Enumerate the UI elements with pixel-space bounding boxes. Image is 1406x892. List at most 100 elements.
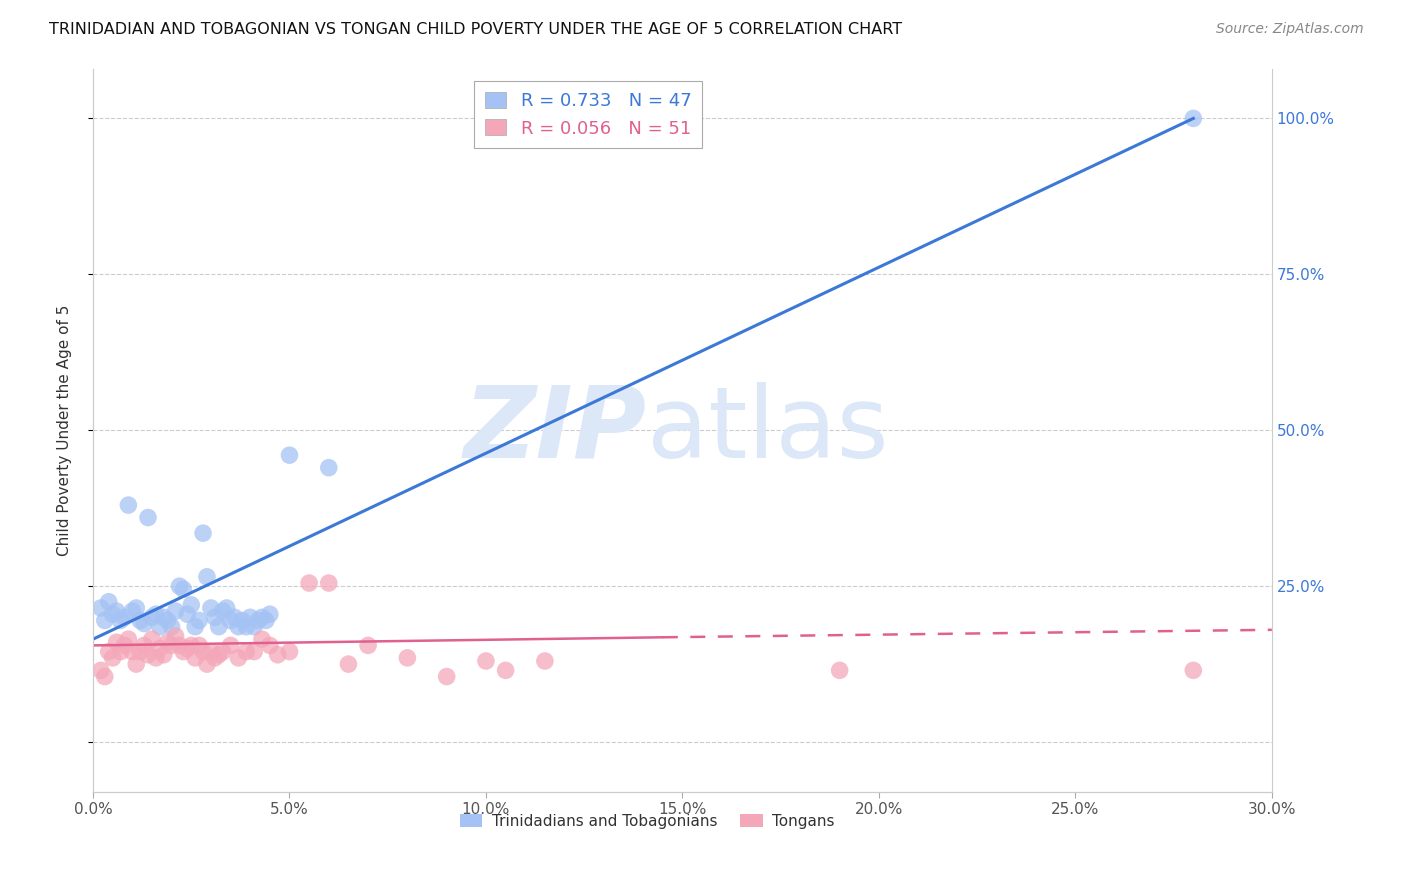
Point xyxy=(267,648,290,662)
Point xyxy=(211,604,233,618)
Point xyxy=(97,595,120,609)
Point xyxy=(534,654,557,668)
Point xyxy=(129,614,152,628)
Point xyxy=(180,598,202,612)
Point xyxy=(90,664,112,678)
Point xyxy=(1182,112,1205,126)
Text: TRINIDADIAN AND TOBAGONIAN VS TONGAN CHILD POVERTY UNDER THE AGE OF 5 CORRELATIO: TRINIDADIAN AND TOBAGONIAN VS TONGAN CHI… xyxy=(49,22,903,37)
Point xyxy=(172,645,194,659)
Point xyxy=(228,651,250,665)
Point xyxy=(114,639,136,653)
Point xyxy=(191,526,214,541)
Text: Source: ZipAtlas.com: Source: ZipAtlas.com xyxy=(1216,22,1364,37)
Point xyxy=(219,614,242,628)
Point xyxy=(94,670,117,684)
Point xyxy=(259,639,281,653)
Point xyxy=(160,639,183,653)
Point xyxy=(176,641,198,656)
Point xyxy=(90,601,112,615)
Point xyxy=(337,657,360,672)
Point xyxy=(117,632,139,647)
Point xyxy=(152,610,174,624)
Point xyxy=(169,579,191,593)
Point xyxy=(180,639,202,653)
Point xyxy=(318,460,340,475)
Point xyxy=(396,651,419,665)
Legend: Trinidadians and Tobagonians, Tongans: Trinidadians and Tobagonians, Tongans xyxy=(454,807,841,835)
Point xyxy=(169,639,191,653)
Point xyxy=(235,620,257,634)
Point xyxy=(165,629,187,643)
Point xyxy=(278,645,301,659)
Point xyxy=(141,632,163,647)
Point xyxy=(235,645,257,659)
Point xyxy=(250,610,273,624)
Point xyxy=(254,614,277,628)
Point xyxy=(204,651,226,665)
Point xyxy=(136,510,159,524)
Point xyxy=(215,601,238,615)
Point xyxy=(114,610,136,624)
Point xyxy=(247,614,270,628)
Point xyxy=(357,639,380,653)
Point xyxy=(101,607,124,622)
Text: atlas: atlas xyxy=(647,382,889,479)
Point xyxy=(97,645,120,659)
Point xyxy=(250,632,273,647)
Point xyxy=(156,635,179,649)
Point xyxy=(224,610,246,624)
Point xyxy=(259,607,281,622)
Point xyxy=(172,582,194,597)
Point xyxy=(231,614,253,628)
Point xyxy=(1182,664,1205,678)
Text: ZIP: ZIP xyxy=(464,382,647,479)
Point xyxy=(94,614,117,628)
Point xyxy=(278,448,301,462)
Point xyxy=(184,620,207,634)
Point xyxy=(145,607,167,622)
Point xyxy=(219,639,242,653)
Point xyxy=(117,498,139,512)
Point xyxy=(298,576,321,591)
Point xyxy=(105,604,128,618)
Point xyxy=(125,657,148,672)
Point xyxy=(475,654,498,668)
Point xyxy=(239,610,262,624)
Point xyxy=(141,610,163,624)
Point xyxy=(188,614,211,628)
Point xyxy=(208,648,231,662)
Point xyxy=(132,639,155,653)
Point xyxy=(188,639,211,653)
Y-axis label: Child Poverty Under the Age of 5: Child Poverty Under the Age of 5 xyxy=(58,304,72,556)
Point xyxy=(149,620,172,634)
Point xyxy=(152,648,174,662)
Point xyxy=(200,601,222,615)
Point xyxy=(125,601,148,615)
Point xyxy=(165,604,187,618)
Point xyxy=(436,670,458,684)
Point xyxy=(184,651,207,665)
Point xyxy=(828,664,851,678)
Point xyxy=(149,641,172,656)
Point xyxy=(160,620,183,634)
Point xyxy=(121,604,143,618)
Point xyxy=(228,620,250,634)
Point xyxy=(195,570,218,584)
Point xyxy=(200,645,222,659)
Point xyxy=(176,607,198,622)
Point xyxy=(121,645,143,659)
Point xyxy=(195,657,218,672)
Point xyxy=(110,645,132,659)
Point xyxy=(136,648,159,662)
Point xyxy=(208,620,231,634)
Point xyxy=(243,620,266,634)
Point xyxy=(204,610,226,624)
Point xyxy=(101,651,124,665)
Point xyxy=(129,645,152,659)
Point xyxy=(105,635,128,649)
Point xyxy=(110,614,132,628)
Point xyxy=(318,576,340,591)
Point xyxy=(211,645,233,659)
Point xyxy=(191,645,214,659)
Point xyxy=(495,664,517,678)
